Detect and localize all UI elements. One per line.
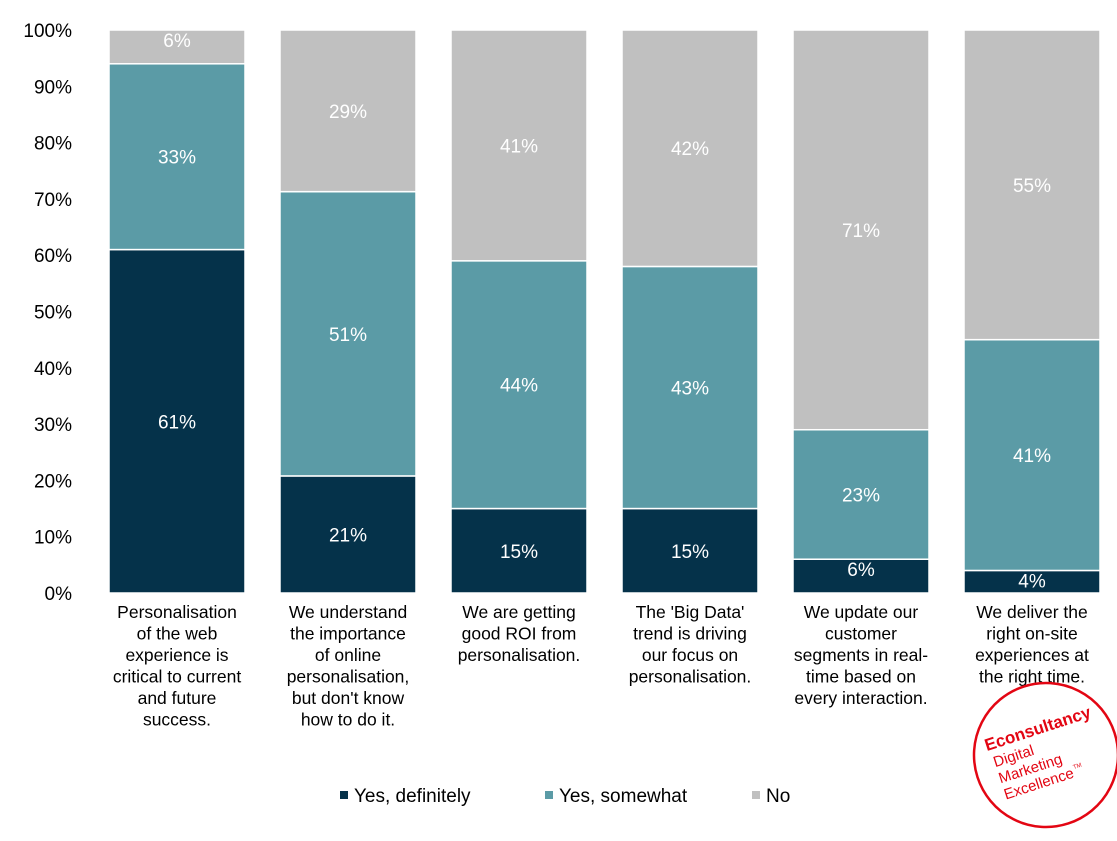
bar-segment (279, 29, 417, 193)
data-label: 15% (671, 542, 709, 563)
data-label: 71% (842, 221, 880, 242)
bar-segment (792, 29, 930, 431)
logo-trademark: TM (1072, 763, 1082, 771)
data-label: 41% (500, 136, 538, 157)
category-label: Personalisation of the web experience is cr… (113, 602, 242, 730)
legend-item: Yes, definitely (354, 786, 471, 807)
category-label-line: success. (143, 710, 211, 730)
bars (108, 29, 1101, 594)
y-tick-label: 40% (34, 359, 72, 380)
category-label: We update our customer segments in real-ti… (794, 602, 928, 708)
data-label: 4% (1018, 571, 1046, 592)
category-label-line: personalisation, (287, 667, 410, 687)
econsultancy-logo: Econsultancy Digital Marketing Excellenc… (972, 681, 1117, 829)
data-label: 21% (329, 525, 367, 546)
category-label-line: trend is driving (633, 624, 747, 644)
bar-segment (792, 558, 930, 594)
category-label-line: but don't know (292, 688, 405, 708)
legend-swatch (545, 791, 553, 799)
category-label-line: We deliver the (976, 602, 1088, 622)
y-tick-label: 10% (34, 528, 72, 549)
bar-segment (963, 338, 1101, 572)
bar-segment (450, 507, 588, 594)
y-tick-label: 80% (34, 134, 72, 155)
category-label: We understand the importance of online pers… (287, 602, 410, 730)
bar-segment (621, 507, 759, 594)
category-label-line: The 'Big Data' (636, 602, 745, 622)
category-label-line: time based on (806, 667, 916, 687)
bar-segment (108, 248, 246, 594)
category-label-line: We understand (289, 602, 407, 622)
y-tick-label: 50% (34, 303, 72, 324)
bar-segment (279, 190, 417, 477)
y-tick-label: 60% (34, 246, 72, 267)
category-label-line: segments in real- (794, 645, 928, 665)
y-tick-label: 70% (34, 190, 72, 211)
category-label: The 'Big Data' trend is driving our focus … (629, 602, 752, 687)
data-labels: 61% 33% 6% 21% 51% 29% 15% 44% 41% 15% 43% 42% 6% 23%… (158, 31, 1051, 592)
data-label: 6% (163, 31, 191, 52)
category-label-line: every interaction. (794, 688, 927, 708)
category-label-line: customer (825, 624, 897, 644)
category-label-line: We update our (804, 602, 919, 622)
data-label: 41% (1013, 446, 1051, 467)
category-label-line: the importance (290, 624, 406, 644)
y-axis: 0% 10% 20% 30% 40% 50% 60% 70% 80% 90% 100% (23, 21, 72, 605)
data-label: 44% (500, 376, 538, 397)
category-label-line: experience is (125, 645, 228, 665)
legend-item: Yes, somewhat (559, 786, 688, 807)
legend-item: No (766, 786, 790, 807)
bar-segment (621, 265, 759, 510)
category-label-line: of the web (137, 624, 218, 644)
category-label: We deliver the right on-site experiences a… (975, 602, 1089, 687)
data-label: 61% (158, 412, 196, 433)
bar-segment (108, 29, 246, 65)
bar-segment (450, 29, 588, 262)
bar-segment (108, 63, 246, 251)
bar-segment (963, 29, 1101, 341)
data-label: 33% (158, 148, 196, 169)
category-label-line: experiences at (975, 645, 1089, 665)
category-label-line: of online (315, 645, 381, 665)
y-tick-label: 90% (34, 77, 72, 98)
data-label: 55% (1013, 176, 1051, 197)
data-label: 6% (847, 560, 875, 581)
data-label: 29% (329, 102, 367, 123)
logo-circle (972, 681, 1117, 829)
data-label: 15% (500, 542, 538, 563)
y-tick-label: 20% (34, 471, 72, 492)
category-label-line: right on-site (986, 624, 1077, 644)
y-tick-label: 30% (34, 415, 72, 436)
category-label-line: good ROI from (462, 624, 577, 644)
legend: Yes, definitely Yes, somewhat No (340, 786, 790, 807)
category-label-line: the right time. (979, 667, 1085, 687)
data-label: 23% (842, 485, 880, 506)
category-label-line: personalisation. (629, 667, 752, 687)
data-label: 42% (671, 139, 709, 160)
category-label-line: critical to current (113, 667, 242, 687)
category-label-line: personalisation. (458, 645, 581, 665)
legend-swatch (340, 791, 348, 799)
y-tick-label: 0% (45, 584, 73, 605)
data-label: 43% (671, 379, 709, 400)
category-label: We are getting good ROI from personalisati… (458, 602, 581, 665)
bar-segment (279, 475, 417, 594)
category-label-line: our focus on (642, 645, 738, 665)
category-labels: Personalisation of the web experience is cr… (113, 602, 1089, 730)
category-label-line: and future (138, 688, 217, 708)
y-tick-label: 100% (23, 21, 72, 42)
data-label: 51% (329, 325, 367, 346)
category-label-line: We are getting (462, 602, 576, 622)
category-label-line: Personalisation (117, 602, 237, 622)
legend-swatch (752, 791, 760, 799)
bar-segment (621, 29, 759, 268)
logo-brand: Econsultancy (982, 702, 1094, 754)
category-label-line: how to do it. (301, 710, 395, 730)
bar-segment (450, 260, 588, 510)
